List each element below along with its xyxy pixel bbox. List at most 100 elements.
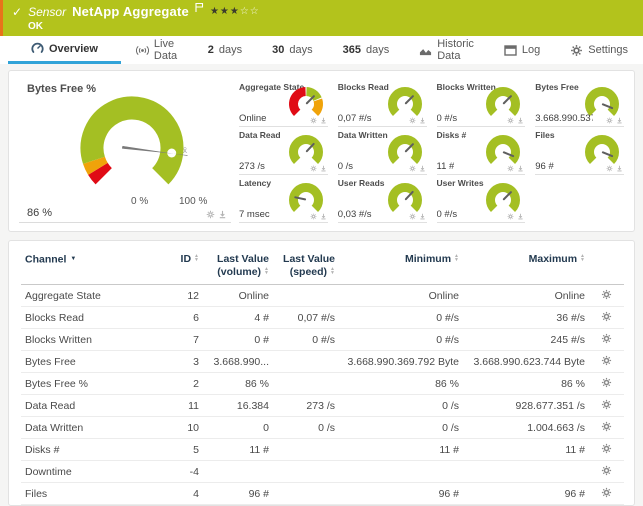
settings-gear-icon <box>570 44 583 57</box>
column-header-maximum[interactable]: Maximum ▲ ▼ <box>463 241 589 285</box>
tab-number: 30 <box>272 44 285 56</box>
tab-historic-data[interactable]: Historic Data <box>404 36 489 64</box>
column-label: Last Value <box>217 253 269 265</box>
cell-channel: Downtime <box>21 460 157 483</box>
channel-settings-button[interactable] <box>601 335 612 347</box>
pin-icon[interactable] <box>517 165 524 172</box>
tab-label: Settings <box>588 44 628 56</box>
gear-icon[interactable] <box>606 165 613 172</box>
channel-settings-button[interactable] <box>601 445 612 457</box>
gauge-value: 0 #/s <box>436 113 458 124</box>
channel-settings-button[interactable] <box>601 379 612 391</box>
channel-settings-button[interactable] <box>601 357 612 369</box>
empty-tile <box>535 175 624 223</box>
table-row: Downtime -4 <box>21 460 624 483</box>
pin-icon[interactable] <box>616 165 623 172</box>
tab-365-days[interactable]: 365 days <box>328 36 405 64</box>
tab-log[interactable]: Log <box>489 36 555 64</box>
pin-icon[interactable] <box>419 117 426 124</box>
column-header-id[interactable]: ID ▲ ▼ <box>157 241 203 285</box>
channel-settings-button[interactable] <box>601 423 612 435</box>
gear-icon[interactable] <box>606 117 613 124</box>
gear-icon[interactable] <box>409 165 416 172</box>
overview-icon <box>31 42 44 55</box>
tab-live-data[interactable]: Live Data <box>121 36 193 64</box>
column-label: Maximum <box>528 253 578 265</box>
cell-last-value-speed: 273 /s <box>273 394 339 417</box>
gauge-title: Disks # <box>436 130 467 140</box>
gear-icon[interactable] <box>206 210 215 219</box>
mini-gauge <box>385 181 425 217</box>
pin-icon[interactable] <box>419 213 426 220</box>
cell-last-value-volume: Online <box>203 284 273 307</box>
cell-channel: Bytes Free % <box>21 372 157 395</box>
gear-icon[interactable] <box>310 165 317 172</box>
tab-2-days[interactable]: 2 days <box>193 36 257 64</box>
main-gauge-tile: Bytes Free % x̄ 0 % 100 % 86 % <box>19 79 231 223</box>
channel-settings-button[interactable] <box>601 291 612 303</box>
column-header-channel[interactable]: Channel ▼ <box>21 241 157 285</box>
cell-channel: Files <box>21 482 157 505</box>
cell-last-value-volume: 11 # <box>203 438 273 461</box>
gear-icon[interactable] <box>409 117 416 124</box>
gear-icon[interactable] <box>310 213 317 220</box>
cell-maximum: 245 #/s <box>463 328 589 351</box>
column-header-last-value-speed[interactable]: Last Value (speed) ▲ ▼ <box>273 241 339 285</box>
priority-edge-strip <box>0 0 3 36</box>
cell-maximum: Online <box>463 284 589 307</box>
cell-last-value-volume: 0 # <box>203 328 273 351</box>
gauge-max-label: 100 % <box>179 196 208 207</box>
pin-icon[interactable] <box>218 210 227 219</box>
channel-settings-button[interactable] <box>601 489 612 501</box>
channel-table-panel: Channel ▼ ID ▲ ▼ Last Value (volume) ▲ ▼ Last … <box>8 240 635 506</box>
sensor-status: OK <box>28 21 43 32</box>
tab-30-days[interactable]: 30 days <box>257 36 328 64</box>
pin-icon[interactable] <box>517 213 524 220</box>
gear-icon[interactable] <box>310 117 317 124</box>
cell-last-value-speed <box>273 284 339 307</box>
cell-minimum: 96 # <box>339 482 463 505</box>
tab-settings[interactable]: Settings <box>555 36 643 64</box>
pin-icon[interactable] <box>517 117 524 124</box>
gear-icon[interactable] <box>409 213 416 220</box>
tab-overview[interactable]: Overview <box>8 36 121 64</box>
cell-minimum: 0 /s <box>339 416 463 439</box>
cell-id: -4 <box>157 460 203 483</box>
gear-icon <box>601 443 612 454</box>
pin-icon[interactable] <box>616 117 623 124</box>
sort-icon: ▲ ▼ <box>330 266 335 276</box>
cell-channel: Data Written <box>21 416 157 439</box>
tab-number: 2 <box>207 44 214 56</box>
gear-icon[interactable] <box>507 213 514 220</box>
star-rating[interactable]: ★★★☆☆ <box>210 6 260 17</box>
channel-settings-button[interactable] <box>601 313 612 325</box>
gear-icon[interactable] <box>507 117 514 124</box>
gauge-value: 0 #/s <box>436 209 458 220</box>
column-sublabel: (speed) <box>289 266 328 278</box>
gear-icon <box>601 311 612 322</box>
cell-channel: Blocks Written <box>21 328 157 351</box>
cell-id: 7 <box>157 328 203 351</box>
gear-icon[interactable] <box>507 165 514 172</box>
mini-gauge <box>286 181 326 217</box>
cell-last-value-volume: 3.668.990... <box>203 350 273 373</box>
column-header-minimum[interactable]: Minimum ▲ ▼ <box>339 241 463 285</box>
cell-minimum: 0 /s <box>339 394 463 417</box>
channel-settings-button[interactable] <box>601 467 612 479</box>
mini-gauge <box>286 85 326 121</box>
main-gauge-value: 86 % <box>27 207 53 219</box>
cell-maximum: 96 # <box>463 482 589 505</box>
pin-icon[interactable] <box>320 213 327 220</box>
cell-last-value-speed: 0 #/s <box>273 328 339 351</box>
cell-id: 4 <box>157 482 203 505</box>
gear-icon <box>601 289 612 300</box>
column-header-last-value-volume[interactable]: Last Value (volume) ▲ ▼ <box>203 241 273 285</box>
pin-icon[interactable] <box>419 165 426 172</box>
gauge-title: Data Written <box>337 130 388 140</box>
gear-icon <box>601 421 612 432</box>
pin-icon[interactable] <box>320 117 327 124</box>
cell-last-value-speed <box>273 350 339 373</box>
pin-icon[interactable] <box>320 165 327 172</box>
channel-settings-button[interactable] <box>601 401 612 413</box>
gauge-value: 0 /s <box>337 161 354 172</box>
